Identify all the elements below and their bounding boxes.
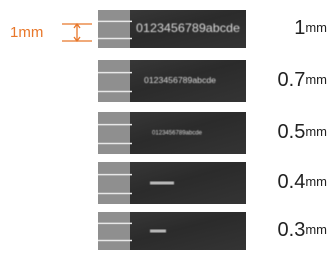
engraved-sample: 0123456789abcde — [152, 131, 203, 137]
size-label: 0.3mm — [278, 219, 327, 241]
ruler — [98, 162, 130, 204]
ruler — [98, 212, 130, 250]
figure: 1mm 0123456789abcde1mm0123456789abcde0.7… — [0, 0, 331, 253]
ruler — [98, 10, 130, 48]
scale-bracket — [62, 24, 92, 41]
engraved-sample: 0123456789abcde — [136, 21, 240, 35]
size-unit: mm — [305, 222, 327, 237]
engraved-sample — [150, 230, 166, 233]
size-value: 0.7 — [278, 69, 306, 91]
size-value: 0.5 — [278, 121, 306, 143]
engraved-sample — [150, 182, 174, 185]
ruler — [98, 60, 130, 102]
size-unit: mm — [305, 174, 327, 189]
size-value: 0.3 — [278, 219, 306, 241]
scale-label: 1mm — [10, 24, 43, 41]
size-value: 0.4 — [278, 171, 306, 193]
size-label: 0.7mm — [278, 69, 327, 91]
engraved-sample: 0123456789abcde — [144, 76, 217, 85]
ruler — [98, 112, 130, 154]
size-label: 0.4mm — [278, 171, 327, 193]
size-unit: mm — [305, 72, 327, 87]
size-unit: mm — [305, 20, 327, 35]
size-unit: mm — [305, 124, 327, 139]
size-value: 1 — [294, 17, 305, 39]
size-label: 0.5mm — [278, 121, 327, 143]
size-label: 1mm — [294, 17, 327, 39]
